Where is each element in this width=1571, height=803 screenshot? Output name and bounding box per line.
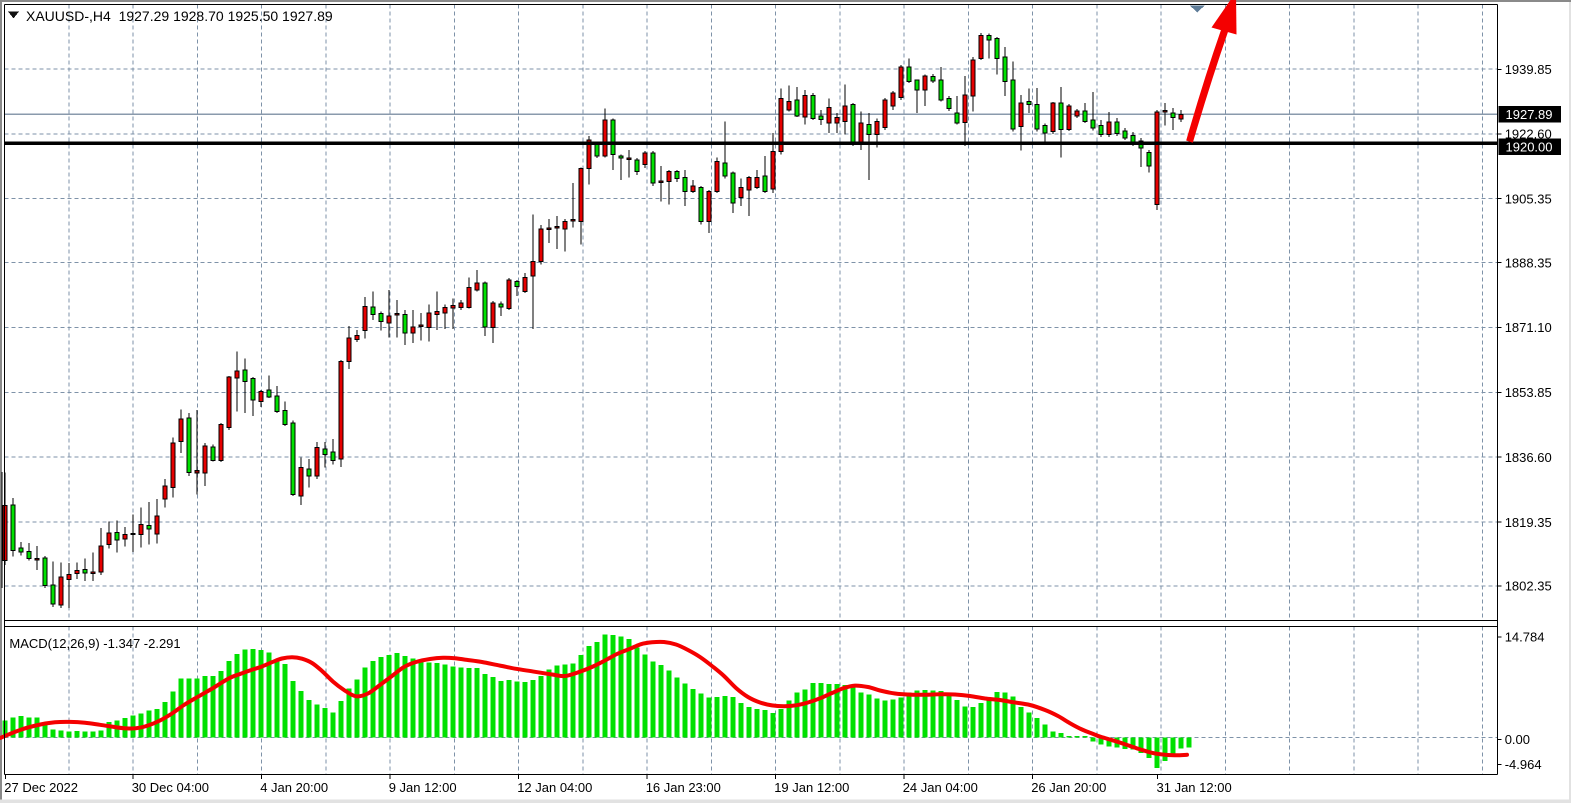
svg-text:MACD(12,26,9) -1.347 -2.291: MACD(12,26,9) -1.347 -2.291 xyxy=(9,636,180,651)
svg-text:-4.964: -4.964 xyxy=(1505,757,1542,772)
svg-text:14.784: 14.784 xyxy=(1505,630,1545,645)
svg-text:26 Jan 20:00: 26 Jan 20:00 xyxy=(1031,780,1106,795)
svg-text:1922.60: 1922.60 xyxy=(1505,127,1552,142)
svg-text:1819.35: 1819.35 xyxy=(1505,515,1552,530)
svg-text:27 Dec 2022: 27 Dec 2022 xyxy=(4,780,78,795)
svg-text:1905.35: 1905.35 xyxy=(1505,191,1552,206)
svg-text:0.00: 0.00 xyxy=(1505,732,1530,747)
svg-text:30 Dec 04:00: 30 Dec 04:00 xyxy=(132,780,209,795)
svg-text:1836.60: 1836.60 xyxy=(1505,450,1552,465)
svg-text:12 Jan 04:00: 12 Jan 04:00 xyxy=(517,780,592,795)
svg-text:1939.85: 1939.85 xyxy=(1505,62,1552,77)
svg-text:31 Jan 12:00: 31 Jan 12:00 xyxy=(1157,780,1232,795)
svg-text:1927.89: 1927.89 xyxy=(1506,107,1553,122)
svg-text:4 Jan 20:00: 4 Jan 20:00 xyxy=(260,780,328,795)
svg-text:1871.10: 1871.10 xyxy=(1505,320,1552,335)
svg-text:16 Jan 23:00: 16 Jan 23:00 xyxy=(646,780,721,795)
svg-text:1853.85: 1853.85 xyxy=(1505,385,1552,400)
svg-text:9 Jan 12:00: 9 Jan 12:00 xyxy=(389,780,457,795)
svg-text:1888.35: 1888.35 xyxy=(1505,255,1552,270)
svg-text:1920.00: 1920.00 xyxy=(1506,139,1553,154)
svg-text:24 Jan 04:00: 24 Jan 04:00 xyxy=(903,780,978,795)
svg-text:1802.35: 1802.35 xyxy=(1505,579,1552,594)
svg-text:XAUUSD-,H4 1927.29 1928.70 19: XAUUSD-,H4 1927.29 1928.70 1925.50 1927.… xyxy=(26,8,333,24)
svg-text:19 Jan 12:00: 19 Jan 12:00 xyxy=(774,780,849,795)
